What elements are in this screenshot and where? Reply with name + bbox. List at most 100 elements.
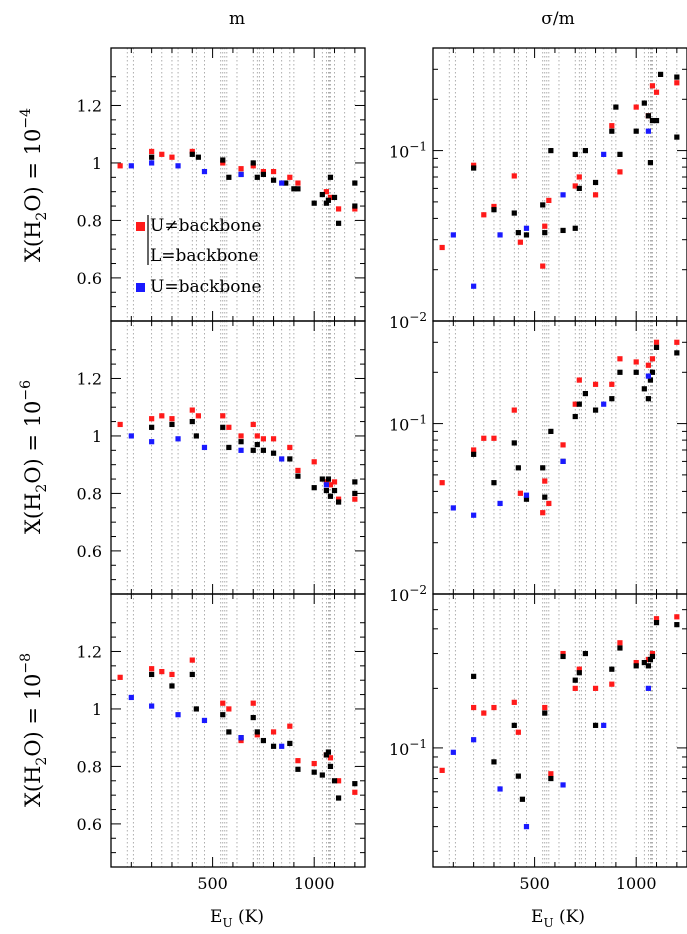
data-point-red: [649, 83, 656, 89]
data-point-black: [331, 487, 338, 494]
data-point-red: [352, 496, 358, 502]
data-point-black: [647, 160, 654, 166]
data-point-black: [511, 722, 517, 728]
data-point-blue: [238, 735, 244, 741]
x-tick-label: 500: [197, 874, 228, 893]
data-point-blue: [201, 717, 208, 724]
data-point-black: [617, 369, 623, 375]
data-point-black: [540, 202, 546, 208]
data-point-blue: [497, 500, 503, 507]
data-point-black: [323, 200, 329, 206]
data-point-black: [335, 795, 342, 801]
data-point-blue: [471, 737, 477, 743]
data-point-red: [540, 263, 546, 269]
data-point-red: [238, 433, 244, 439]
data-point-red: [471, 704, 477, 711]
data-point-red: [169, 671, 175, 678]
data-point-black: [169, 683, 175, 689]
data-point-blue: [523, 492, 530, 498]
data-point-black: [287, 740, 293, 747]
col-title-sigma-over-m: σ/m: [541, 9, 574, 29]
data-point-red: [331, 479, 338, 485]
data-point-red: [576, 666, 582, 672]
data-point-black: [254, 174, 260, 180]
data-point-blue: [201, 168, 208, 175]
data-point-blue: [450, 232, 456, 238]
data-point-red: [609, 381, 615, 387]
svg-text:X(H2O) = 10−8: X(H2O) = 10−8: [18, 653, 50, 807]
data-point-black: [270, 177, 277, 183]
y-tick-label: 1: [92, 700, 102, 719]
data-point-black: [319, 772, 325, 778]
data-point-black: [270, 743, 277, 749]
data-point-red: [260, 168, 266, 175]
data-point-red: [645, 362, 651, 368]
data-point-red: [471, 447, 477, 453]
data-point-black: [613, 104, 619, 110]
data-point-red: [250, 421, 256, 428]
data-point-black: [250, 714, 256, 721]
data-point-black: [323, 487, 329, 494]
data-point-blue: [175, 436, 181, 442]
data-point-black: [511, 440, 517, 446]
data-point-black: [352, 479, 358, 485]
data-point-black: [331, 194, 338, 201]
data-point-black: [542, 230, 548, 236]
y-tick-label: 1.2: [77, 369, 102, 388]
data-point-blue: [279, 456, 285, 462]
data-point-black: [291, 186, 297, 192]
y-tick-label: 0.6: [77, 269, 102, 288]
data-point-blue: [450, 749, 456, 755]
data-point-red: [491, 435, 497, 441]
data-point-blue: [560, 458, 566, 464]
data-point-red: [327, 482, 334, 488]
data-point-black: [540, 465, 546, 471]
data-point-red: [352, 789, 358, 795]
data-point-blue: [645, 128, 651, 134]
data-point-red: [481, 212, 487, 218]
y-tick-label: 10−1: [389, 737, 427, 759]
y-tick-label: 1.2: [77, 96, 102, 115]
data-point-black: [592, 179, 599, 186]
data-point-black: [319, 191, 325, 198]
data-point-red: [287, 444, 293, 451]
data-point-black: [657, 71, 664, 77]
data-point-black: [542, 710, 548, 716]
panel-frame: [432, 320, 687, 595]
data-point-red: [491, 704, 497, 711]
data-point-black: [311, 485, 317, 491]
data-point-black: [572, 677, 578, 683]
data-point-red: [335, 206, 342, 212]
x-axis-label-right: EU (K): [531, 907, 585, 930]
data-point-black: [238, 439, 244, 445]
data-point-red: [189, 148, 195, 155]
data-point-red: [250, 700, 256, 706]
series-group: [439, 71, 680, 289]
data-point-blue: [279, 743, 285, 749]
plot-panels: 0.6 0.8 1 1.2 10−2 10−1 0.6 0.8 1 1.2 10−2 10−1 0.6 0…: [77, 47, 687, 893]
y-tick-label: 0.8: [77, 757, 102, 776]
data-point-blue: [279, 180, 285, 186]
data-point-red: [617, 640, 623, 646]
data-point-black: [592, 407, 599, 413]
data-point-black: [331, 778, 338, 784]
data-point-red: [674, 614, 680, 620]
data-point-blue: [323, 482, 329, 488]
data-point-black: [325, 749, 332, 755]
data-point-red: [572, 401, 578, 407]
data-point-red: [481, 710, 487, 716]
data-point-red: [653, 339, 660, 345]
series-group: [117, 407, 358, 505]
data-point-black: [674, 350, 680, 356]
data-point-black: [645, 113, 651, 119]
series-group: [439, 339, 680, 518]
data-point-red: [169, 154, 175, 160]
data-point-red: [517, 239, 523, 245]
data-point-black: [471, 673, 477, 679]
data-point-black: [645, 663, 651, 669]
data-point-red: [159, 151, 165, 157]
data-point-red: [542, 478, 548, 484]
data-point-black: [515, 773, 521, 779]
legend-marker: [136, 222, 145, 231]
data-point-red: [220, 160, 226, 166]
